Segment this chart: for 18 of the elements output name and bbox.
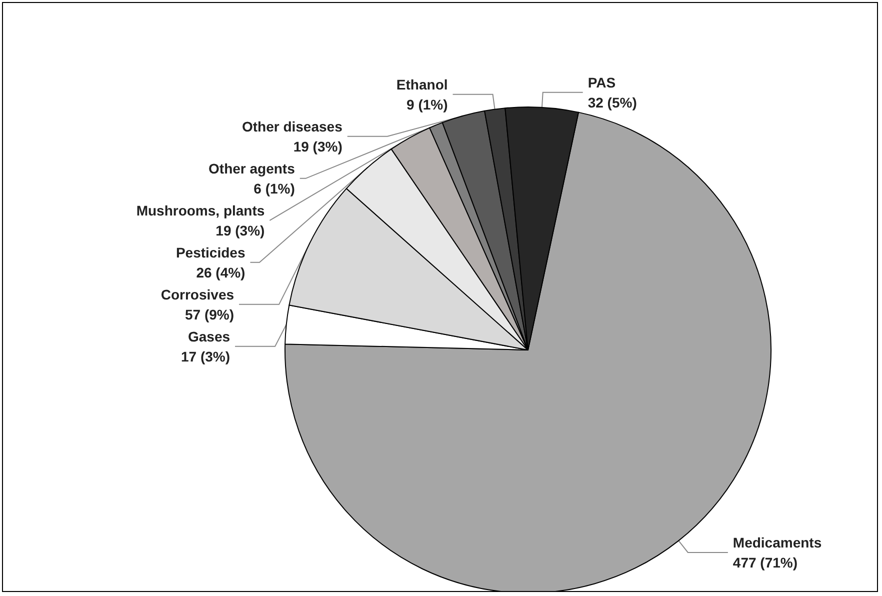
- slice-label: Pesticides: [176, 244, 246, 260]
- slice-label: Other agents: [208, 160, 296, 176]
- data-label: 26 (4%): [196, 264, 246, 280]
- data-label: 19 (3%): [293, 138, 342, 154]
- data-label: 17 (3%): [180, 348, 230, 364]
- slice-label: Corrosives: [160, 286, 234, 302]
- data-label: 9 (1%): [406, 96, 448, 112]
- data-label: 477 (71%): [732, 554, 798, 570]
- data-label: 19 (3%): [216, 222, 265, 238]
- slice-label: Gases: [188, 328, 230, 344]
- slice-label: Other diseases: [242, 118, 343, 134]
- data-label: 6 (1%): [254, 180, 295, 196]
- slice-label: Ethanol: [396, 76, 448, 92]
- slice-label: PAS: [588, 74, 616, 90]
- data-label: 57 (9%): [185, 306, 234, 322]
- slice-label: Mushrooms, plants: [136, 202, 265, 218]
- data-label: 32 (5%): [588, 94, 637, 110]
- slice-label: Medicaments: [732, 534, 822, 550]
